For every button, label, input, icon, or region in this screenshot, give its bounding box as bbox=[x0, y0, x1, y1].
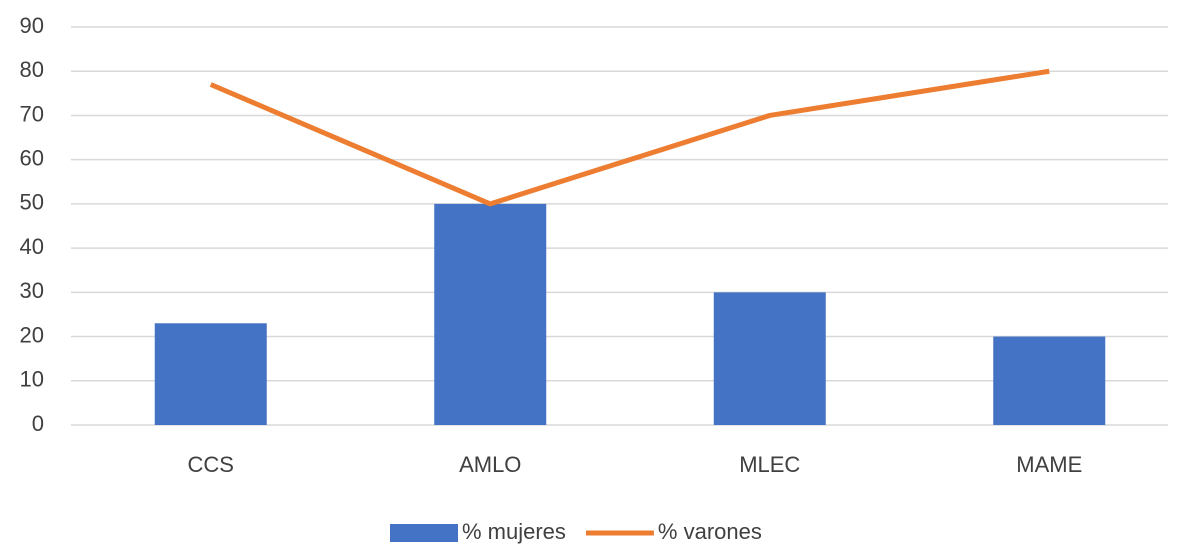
y-tick-label: 90 bbox=[20, 13, 44, 38]
y-tick-label: 20 bbox=[20, 322, 44, 347]
y-tick-label: 30 bbox=[20, 278, 44, 303]
y-tick-label: 60 bbox=[20, 145, 44, 170]
x-tick-label: AMLO bbox=[459, 452, 521, 477]
bar bbox=[993, 336, 1106, 425]
y-tick-label: 50 bbox=[20, 190, 44, 215]
x-tick-label: MLEC bbox=[739, 452, 800, 477]
y-tick-label: 70 bbox=[20, 101, 44, 126]
legend-label: % mujeres bbox=[462, 519, 566, 544]
bar bbox=[434, 203, 547, 425]
legend-swatch bbox=[390, 524, 458, 542]
x-tick-label: CCS bbox=[188, 452, 234, 477]
y-tick-label: 40 bbox=[20, 234, 44, 259]
x-tick-label: MAME bbox=[1016, 452, 1082, 477]
legend-label: % varones bbox=[658, 519, 762, 544]
y-tick-label: 80 bbox=[20, 57, 44, 82]
bar bbox=[713, 292, 826, 425]
bar bbox=[154, 323, 267, 425]
y-tick-label: 0 bbox=[32, 411, 44, 436]
y-tick-label: 10 bbox=[20, 367, 44, 392]
line bbox=[209, 68, 1050, 207]
